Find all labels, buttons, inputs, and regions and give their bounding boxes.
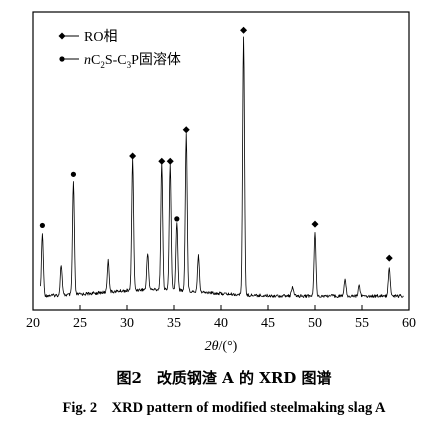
ro-phase-peak-marker (385, 254, 393, 262)
x-axis-label: 2θ/(°) (205, 339, 238, 354)
ro-phase-peak-marker (182, 126, 190, 134)
ro-phase-peak-marker (311, 220, 319, 228)
peak-markers (39, 26, 393, 262)
solid-solution-peak-marker (39, 222, 46, 229)
ro-phase-peak-marker (166, 157, 174, 165)
ro-phase-peak-marker (240, 26, 248, 34)
x-tick-label: 45 (261, 316, 275, 331)
figure-caption-chinese: 图2 改质钢渣 A 的 XRD 图谱 (116, 369, 332, 387)
x-tick-label: 35 (167, 316, 181, 331)
x-tick-label: 50 (308, 316, 322, 331)
legend-item-solid-solution: nC2S-C3P固溶体 (59, 52, 181, 70)
xrd-pattern-line (40, 36, 404, 298)
x-tick-label: 55 (355, 316, 369, 331)
solid-solution-peak-marker (174, 216, 180, 222)
figure-caption-english: Fig. 2 XRD pattern of modified steelmaki… (62, 400, 386, 416)
legend-item-ro: RO相 (58, 29, 117, 45)
legend-label-ro: RO相 (84, 29, 117, 45)
x-axis-ticks: 20 25 30 35 40 45 50 55 60 (26, 305, 416, 331)
ro-phase-peak-marker (158, 157, 166, 165)
x-tick-label: 40 (214, 316, 228, 331)
legend: RO相 nC2S-C3P固溶体 (58, 29, 181, 70)
x-tick-label: 60 (402, 316, 416, 331)
legend-label-solid-solution: nC2S-C3P固溶体 (84, 52, 181, 70)
legend-diamond-icon (58, 32, 66, 40)
ro-phase-peak-marker (129, 152, 137, 160)
x-tick-label: 25 (73, 316, 87, 331)
legend-circle-icon (59, 56, 65, 62)
solid-solution-peak-marker (70, 171, 77, 177)
x-tick-label: 20 (26, 316, 40, 331)
x-tick-label: 30 (120, 316, 134, 331)
